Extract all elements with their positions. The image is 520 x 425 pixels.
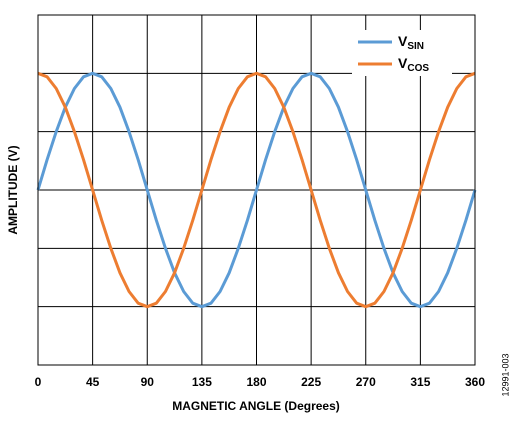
legend-box	[352, 30, 452, 76]
y-axis-label: AMPLITUDE (V)	[6, 145, 20, 234]
figure-id: 12991-003	[500, 353, 510, 396]
x-tick-label: 225	[301, 375, 321, 389]
x-tick-label: 135	[192, 375, 212, 389]
legend-label: VSIN	[398, 33, 424, 52]
x-tick-label: 360	[465, 375, 485, 389]
series-line	[36, 71, 477, 309]
legend: VSIN VCOS	[352, 30, 452, 76]
x-tick-label: 45	[86, 375, 100, 389]
x-tick-label: 270	[356, 375, 376, 389]
x-axis-label: MAGNETIC ANGLE (Degrees)	[172, 399, 340, 413]
legend-label: VCOS	[398, 55, 429, 74]
x-tick-label: 0	[35, 375, 42, 389]
series-line	[37, 71, 476, 309]
x-tick-label: 180	[246, 375, 266, 389]
plot-frame	[37, 14, 476, 366]
x-tick-label: 315	[410, 375, 430, 389]
x-tick-label: 90	[141, 375, 155, 389]
